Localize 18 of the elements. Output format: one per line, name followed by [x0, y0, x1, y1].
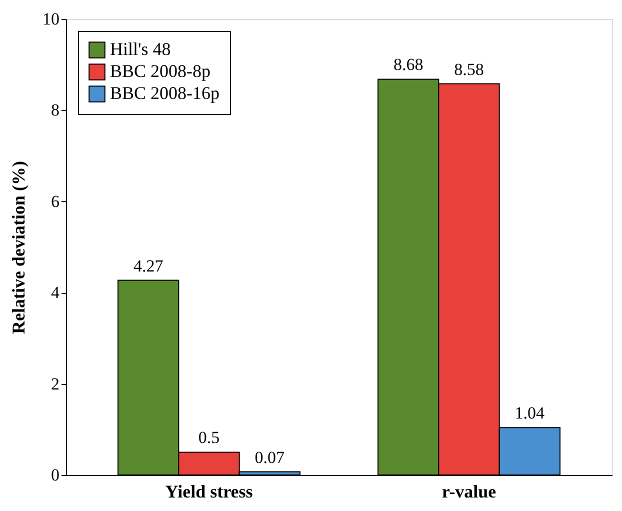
y-tick-label: 10	[42, 10, 60, 28]
data-label: 8.58	[454, 60, 484, 79]
data-label: 4.27	[133, 256, 164, 276]
data-label: 8.68	[393, 55, 424, 74]
y-tick-label: 2	[51, 374, 60, 394]
y-axis-title: Relative deviation (%)	[8, 161, 28, 334]
y-tick-label: 6	[51, 192, 60, 211]
legend-label: BBC 2008-8p	[110, 61, 211, 81]
x-tick-label: r-value	[442, 482, 496, 502]
y-tick-label: 0	[51, 466, 60, 484]
data-label: 1.04	[514, 404, 546, 423]
x-tick-label: Yield stress	[165, 482, 253, 502]
legend-label: Hill's 48	[110, 39, 171, 59]
legend-label: BBC 2008-16p	[110, 83, 220, 103]
data-label: 0.5	[198, 428, 220, 448]
y-tick-label: 4	[51, 283, 60, 302]
y-tick-label: 8	[51, 100, 60, 120]
data-label: 0.07	[254, 448, 286, 467]
